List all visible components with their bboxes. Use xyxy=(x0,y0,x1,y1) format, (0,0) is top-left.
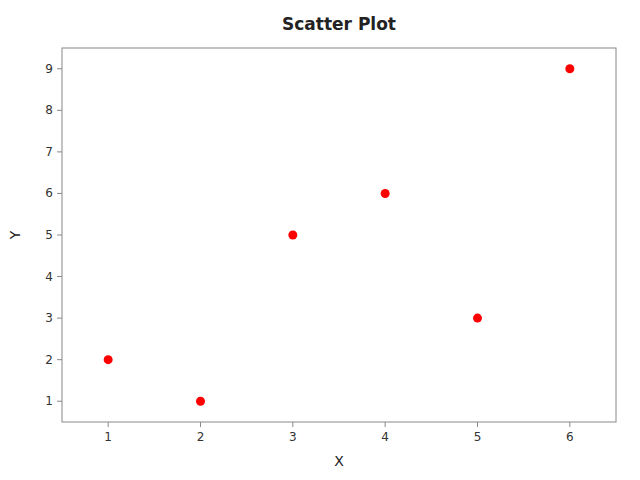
y-tick xyxy=(57,359,62,360)
point xyxy=(196,397,205,406)
x-tick-label: 5 xyxy=(474,430,482,444)
y-tick-label: 9 xyxy=(45,62,53,76)
x-tick-label: 6 xyxy=(566,430,574,444)
y-tick xyxy=(57,318,62,319)
point xyxy=(104,355,113,364)
x-tick-label: 1 xyxy=(104,430,112,444)
y-tick xyxy=(57,401,62,402)
y-tick xyxy=(57,276,62,277)
y-tick-label: 3 xyxy=(45,311,53,325)
x-tick-label: 3 xyxy=(289,430,297,444)
y-tick-label: 6 xyxy=(45,186,53,200)
y-tick xyxy=(57,110,62,111)
chart: 1 2 3 4 5 6 1 2 3 4 5 6 7 8 9 Scatter Plot X Y xyxy=(0,0,640,480)
y-tick xyxy=(57,68,62,69)
x-tick xyxy=(200,422,201,427)
y-tick-label: 7 xyxy=(45,145,53,159)
y-axis-label: Y xyxy=(7,230,23,240)
y-tick xyxy=(57,151,62,152)
y-tick-label: 2 xyxy=(45,353,53,367)
plot-area xyxy=(62,48,616,422)
x-tick xyxy=(108,422,109,427)
point xyxy=(288,231,297,240)
y-tick-label: 5 xyxy=(45,228,53,242)
title: Scatter Plot xyxy=(282,14,396,34)
point xyxy=(381,189,390,198)
x-tick xyxy=(292,422,293,427)
x-axis-label: X xyxy=(334,453,344,469)
y-tick-label: 1 xyxy=(45,394,53,408)
y-tick-label: 8 xyxy=(45,103,53,117)
point xyxy=(473,314,482,323)
x-tick xyxy=(477,422,478,427)
points xyxy=(104,64,575,405)
x-tick xyxy=(569,422,570,427)
point xyxy=(565,64,574,73)
axis-frame xyxy=(62,48,616,422)
x-tick-label: 2 xyxy=(197,430,205,444)
y-tick-label: 4 xyxy=(45,270,53,284)
y-tick xyxy=(57,193,62,194)
x-tick-label: 4 xyxy=(381,430,389,444)
y-tick xyxy=(57,235,62,236)
x-tick xyxy=(385,422,386,427)
